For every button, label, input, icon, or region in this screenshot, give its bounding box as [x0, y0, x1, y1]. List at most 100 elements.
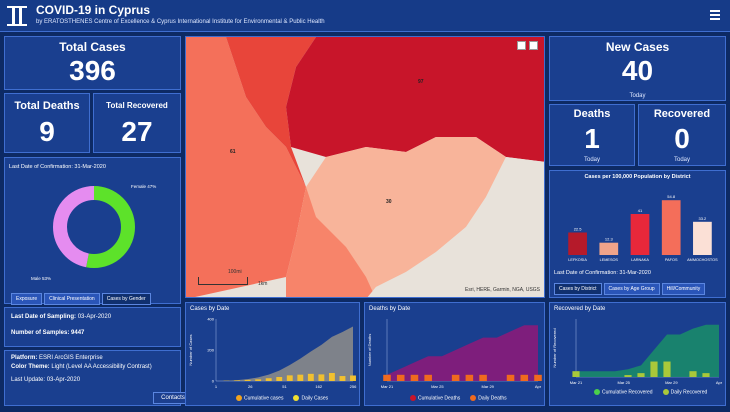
- bar-larnaka[interactable]: [630, 214, 650, 255]
- daily-bar[interactable]: [339, 376, 346, 381]
- recovered-today-value: 0: [674, 123, 690, 154]
- daily-bar[interactable]: [244, 379, 251, 381]
- total-recovered-label: Total Recovered: [106, 101, 168, 110]
- bar-value-label: 33.2: [699, 216, 708, 221]
- daily-bar[interactable]: [479, 374, 487, 381]
- district-chart-panel: Cases per 100,000 Population by District…: [549, 170, 726, 298]
- daily-bar[interactable]: [234, 380, 241, 381]
- daily-bar[interactable]: [383, 374, 391, 381]
- recovered-today-sub: Today: [673, 157, 690, 163]
- daily-bar[interactable]: [255, 379, 262, 381]
- total-recovered-value: 27: [121, 116, 153, 147]
- x-tick-label: Mar 25: [617, 380, 630, 385]
- x-tick-label: Mar 29: [665, 380, 678, 385]
- daily-bar[interactable]: [265, 378, 272, 381]
- y-tick-label: 200: [207, 348, 214, 353]
- daily-bar[interactable]: [534, 374, 542, 381]
- legend-cumulative-deaths-label: Cumulative Deaths: [418, 395, 461, 402]
- daily-bar[interactable]: [624, 375, 632, 377]
- scale-bar: [198, 277, 248, 285]
- district-nw[interactable]: [226, 37, 316, 187]
- bar-category-label: LEMESOS: [600, 258, 619, 262]
- daily-bar[interactable]: [396, 374, 405, 381]
- cumulative-area[interactable]: [576, 324, 719, 377]
- info-panel: Platform: ESRI ArcGIS Enterprise Color T…: [4, 350, 181, 406]
- daily-bar[interactable]: [663, 361, 671, 377]
- legend-cumulative-recovered-label: Cumulative Recovered: [602, 389, 653, 396]
- bar-pafos[interactable]: [661, 200, 681, 255]
- legend-daily-deaths: Daily Deaths: [470, 395, 507, 401]
- gender-last-date: Last Date of Confirmation: 31-Mar-2020: [9, 164, 106, 170]
- bar-ammochostos[interactable]: [693, 221, 712, 255]
- district-bar-chart: 22.5 LEFKOSIA 12.3 LEMESOS 41 LARNAKA 54.8 PAFO…: [568, 194, 718, 262]
- legend-cumulative-deaths: Cumulative Deaths: [410, 395, 460, 401]
- daily-bar[interactable]: [424, 374, 432, 381]
- daily-bar[interactable]: [465, 374, 474, 381]
- bar-lemesos[interactable]: [599, 242, 619, 255]
- daily-bar[interactable]: [307, 373, 314, 381]
- legend-cumulative-cases-label: Cumulative cases: [244, 395, 284, 402]
- sampling-date-value: 03-Apr-2020: [77, 314, 112, 320]
- deaths-area-chart: Mar 21 Mar 25 Mar 29 Apr Number of Deaths: [367, 319, 542, 389]
- sampling-date-label: Last Date of Sampling:: [11, 314, 77, 320]
- daily-bar[interactable]: [572, 371, 580, 377]
- daily-bar[interactable]: [520, 374, 529, 381]
- daily-bar[interactable]: [451, 374, 460, 381]
- daily-bar[interactable]: [637, 373, 645, 377]
- bar-lefkosia[interactable]: [568, 232, 587, 256]
- legend-daily-cases: Daily Cases: [293, 395, 328, 401]
- district-north[interactable]: [286, 37, 545, 162]
- daily-bar[interactable]: [689, 371, 697, 377]
- tab-clinical-presentation[interactable]: Clinical Presentation: [44, 293, 100, 305]
- daily-bar[interactable]: [276, 377, 283, 381]
- platform-value: ESRI ArcGIS Enterprise: [39, 355, 103, 361]
- tab-hill-community[interactable]: Hill/Community: [661, 283, 706, 295]
- daily-bar[interactable]: [350, 375, 356, 381]
- district-polygons: [186, 37, 545, 298]
- tab-exposure[interactable]: Exposure: [11, 293, 43, 305]
- daily-bar[interactable]: [506, 374, 515, 381]
- tab-cases-by-age[interactable]: Cases by Age Group: [603, 283, 660, 295]
- home-icon[interactable]: [517, 41, 526, 50]
- new-cases-value: 40: [621, 55, 654, 86]
- x-tick-label: Apr: [716, 380, 723, 385]
- layers-icon[interactable]: [529, 41, 538, 50]
- y-tick-label: 400: [207, 317, 214, 322]
- menu-icon[interactable]: [710, 10, 720, 20]
- bar-value-label: 22.5: [574, 227, 583, 232]
- platform-label: Platform:: [11, 355, 38, 361]
- cases-legend: Cumulative cases Daily Cases: [236, 395, 328, 401]
- district-lower[interactable]: [286, 187, 376, 298]
- recovered-area-chart: Mar 21 Mar 25 Mar 29 Apr Number of Recovered: [552, 319, 723, 385]
- daily-bar[interactable]: [318, 374, 325, 381]
- daily-bar[interactable]: [286, 375, 293, 381]
- gender-panel: Last Date of Confirmation: 31-Mar-2020 F…: [4, 157, 181, 305]
- daily-bar[interactable]: [297, 374, 304, 381]
- new-cases-label: New Cases: [605, 40, 670, 54]
- samples-label: Number of Samples:: [11, 330, 70, 336]
- tab-cases-by-gender[interactable]: Cases by Gender: [101, 293, 151, 305]
- deaths-legend: Cumulative Deaths Daily Deaths: [410, 395, 507, 401]
- cyprus-map[interactable]: 97 61 30 100mi 1km Esri, HERE, Garmin, N…: [185, 36, 545, 298]
- deaths-today-panel: Deaths 1 Today: [549, 104, 635, 166]
- new-cases-sub: Today: [629, 93, 646, 99]
- daily-bar[interactable]: [328, 373, 335, 381]
- daily-bar[interactable]: [650, 361, 658, 377]
- app-title: COVID-19 in Cyprus: [36, 3, 151, 17]
- x-tick-label: Mar 21: [570, 380, 583, 385]
- x-tick-label: Apr: [535, 384, 542, 389]
- sampling-date: Last Date of Sampling: 03-Apr-2020: [11, 314, 111, 320]
- male-label: Male 53%: [31, 276, 52, 281]
- bar-value-label: 12.3: [605, 237, 614, 242]
- cumulative-area[interactable]: [216, 326, 353, 381]
- donut-slice-female[interactable]: [53, 186, 135, 268]
- x-tick-label: 1: [215, 384, 218, 389]
- y-axis-title: Number of Recovered: [552, 328, 557, 367]
- daily-bar[interactable]: [410, 374, 419, 381]
- cumulative-area[interactable]: [387, 325, 538, 381]
- tab-cases-by-district[interactable]: Cases by District: [554, 283, 602, 295]
- cases-by-date-panel: Cases by Date 1 26 51 162 256 0 200 400 Number o…: [185, 302, 360, 406]
- daily-bar[interactable]: [702, 373, 710, 377]
- bar-category-label: LEFKOSIA: [568, 258, 587, 262]
- district-west[interactable]: [186, 37, 306, 298]
